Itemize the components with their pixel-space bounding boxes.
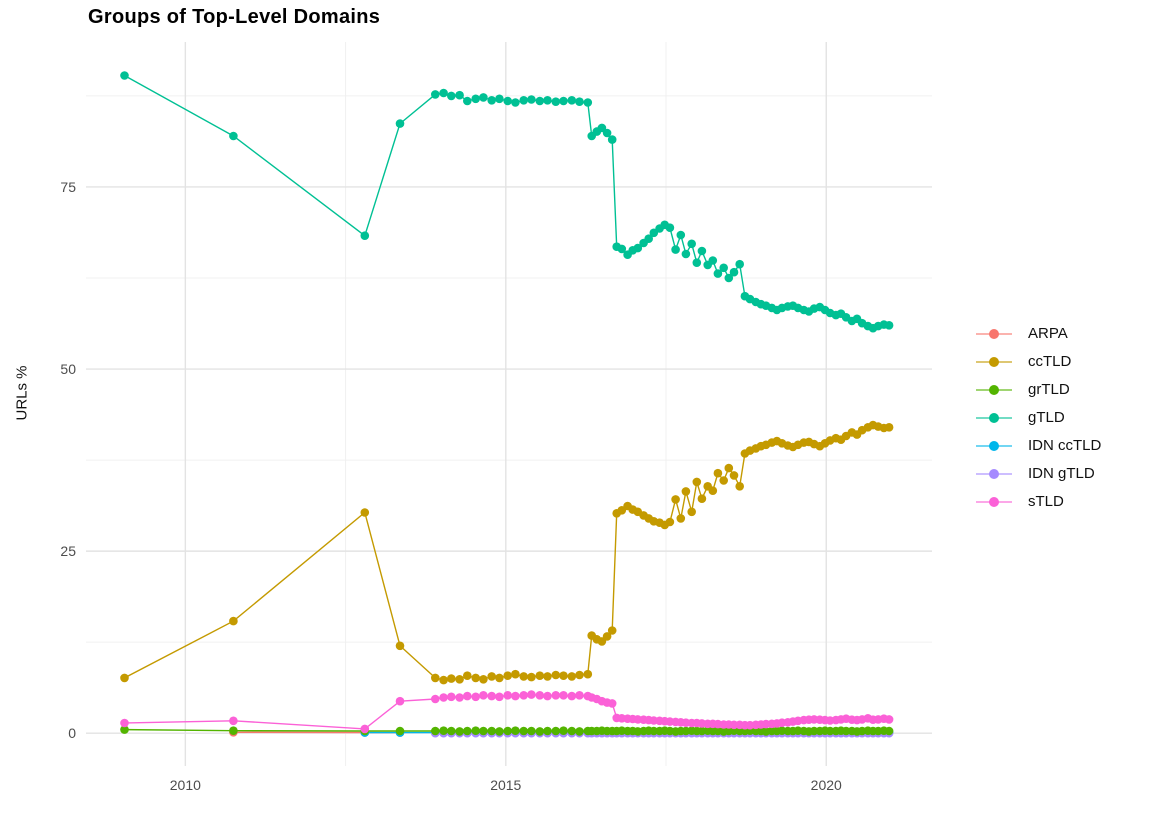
y-tick-label: 75 xyxy=(60,179,76,195)
series-stld xyxy=(120,690,894,734)
x-tick-label: 2020 xyxy=(811,777,842,793)
series-cctld xyxy=(120,420,894,685)
legend-item-label: gTLD xyxy=(1028,409,1065,426)
gridlines xyxy=(86,42,932,766)
y-tick-label: 50 xyxy=(60,361,76,377)
legend-key-icon xyxy=(976,412,1012,423)
axis-tick-labels: 2010 2015 2020 0 25 50 75 xyxy=(60,179,842,793)
legend-item-label: ccTLD xyxy=(1028,353,1072,370)
series-gtld xyxy=(120,71,894,333)
y-tick-label: 25 xyxy=(60,543,76,559)
legend-item-label: sTLD xyxy=(1028,493,1064,510)
legend-item-gtld: gTLD xyxy=(975,408,1101,427)
x-tick-label: 2010 xyxy=(170,777,201,793)
legend-key-icon xyxy=(976,496,1012,507)
y-axis-title: URLs % xyxy=(13,365,31,421)
x-tick-label: 2015 xyxy=(490,777,521,793)
legend-item-label: ARPA xyxy=(1028,325,1068,342)
legend-key-icon xyxy=(976,440,1012,451)
series-grtld xyxy=(120,725,894,736)
legend-item-arpa: ARPA xyxy=(975,324,1101,343)
chart-title: Groups of Top-Level Domains xyxy=(88,6,381,28)
legend-item-cctld: ccTLD xyxy=(975,352,1101,371)
legend-item-grtld: grTLD xyxy=(975,380,1101,399)
legend-key-icon xyxy=(976,384,1012,395)
legend: ARPA ccTLD grTLD gTLD IDN ccTLD IDN gTLD sTLD xyxy=(975,324,1101,511)
legend-item-idn-cctld: IDN ccTLD xyxy=(975,436,1101,455)
legend-item-label: IDN ccTLD xyxy=(1028,437,1102,454)
legend-item-label: IDN gTLD xyxy=(1028,465,1095,482)
legend-key-icon xyxy=(976,356,1012,367)
y-tick-label: 0 xyxy=(68,725,76,741)
legend-key-icon xyxy=(976,328,1012,339)
legend-item-idn-gtld: IDN gTLD xyxy=(975,464,1101,483)
legend-item-stld: sTLD xyxy=(975,492,1101,511)
legend-item-label: grTLD xyxy=(1028,381,1070,398)
legend-key-icon xyxy=(976,468,1012,479)
